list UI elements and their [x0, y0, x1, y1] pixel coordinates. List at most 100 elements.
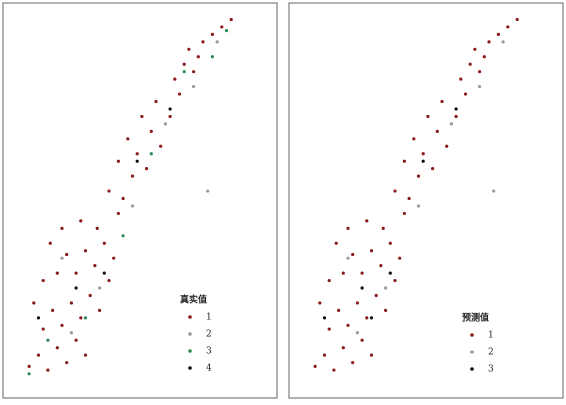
point — [55, 346, 59, 350]
point — [374, 293, 378, 298]
point — [322, 316, 327, 320]
point — [388, 271, 392, 275]
legend-title: 真实值 — [180, 294, 207, 306]
point — [98, 286, 102, 290]
point — [36, 316, 41, 320]
point — [431, 167, 435, 171]
legend-marker — [470, 333, 474, 337]
point — [192, 85, 196, 89]
point — [369, 249, 374, 253]
legend-label: 1 — [206, 313, 212, 323]
point — [407, 196, 411, 201]
point — [173, 77, 177, 81]
point — [149, 152, 153, 156]
point — [83, 249, 88, 253]
point — [360, 286, 364, 290]
legend-label: 3 — [206, 347, 212, 357]
point — [32, 301, 36, 305]
point — [69, 301, 73, 305]
point — [88, 293, 92, 298]
point — [69, 331, 73, 335]
point — [360, 271, 364, 275]
legend-label: 1 — [488, 331, 494, 341]
point — [402, 211, 406, 216]
point — [351, 252, 355, 257]
point — [365, 316, 369, 320]
point — [140, 114, 144, 119]
point — [74, 286, 78, 290]
point — [506, 25, 510, 29]
point — [51, 308, 55, 312]
point — [95, 226, 99, 230]
point — [126, 137, 130, 141]
point — [130, 204, 135, 208]
point — [187, 47, 191, 51]
point — [98, 308, 102, 312]
point — [41, 278, 45, 283]
point — [463, 92, 468, 96]
point — [196, 55, 200, 59]
legend-label: 2 — [206, 330, 212, 340]
legend-marker — [188, 366, 192, 370]
point — [473, 47, 477, 51]
point — [74, 338, 78, 342]
point — [501, 40, 505, 44]
left-panel — [2, 2, 278, 399]
point — [135, 152, 139, 156]
legend-label: 2 — [488, 348, 494, 358]
point — [192, 70, 196, 74]
point — [487, 40, 491, 44]
point — [145, 167, 149, 171]
point — [27, 364, 31, 368]
point — [496, 32, 500, 36]
point — [74, 271, 78, 275]
point — [365, 219, 369, 223]
point — [388, 241, 392, 245]
point — [384, 308, 388, 312]
legend-marker — [188, 349, 192, 353]
point — [346, 323, 350, 327]
point — [79, 219, 83, 223]
point — [116, 159, 120, 163]
point — [121, 234, 125, 238]
point — [130, 174, 135, 178]
point — [224, 29, 229, 33]
point — [381, 226, 385, 230]
point — [332, 368, 336, 372]
point — [454, 114, 458, 119]
point — [83, 316, 88, 320]
point — [93, 264, 97, 268]
point — [168, 114, 172, 119]
point — [149, 129, 153, 133]
point — [468, 62, 472, 66]
point — [60, 256, 64, 260]
point — [107, 189, 111, 193]
point — [341, 271, 345, 275]
point — [79, 316, 83, 320]
point — [341, 346, 345, 350]
point — [177, 92, 182, 96]
point — [36, 353, 41, 357]
point — [393, 278, 397, 283]
point — [41, 327, 45, 331]
legend-title: 预测值 — [462, 312, 489, 324]
point — [445, 144, 449, 148]
point — [206, 189, 210, 193]
point — [46, 338, 50, 342]
point — [210, 32, 214, 36]
right-panel — [288, 2, 564, 399]
point — [355, 301, 359, 305]
point — [454, 107, 458, 111]
point — [346, 256, 350, 260]
point — [220, 25, 224, 29]
point — [135, 159, 139, 163]
legend-label: 4 — [206, 364, 212, 374]
point — [210, 55, 214, 59]
point — [65, 361, 69, 365]
point — [201, 40, 205, 44]
point — [327, 278, 331, 283]
point — [402, 159, 406, 163]
point — [398, 256, 402, 260]
point — [449, 122, 453, 126]
